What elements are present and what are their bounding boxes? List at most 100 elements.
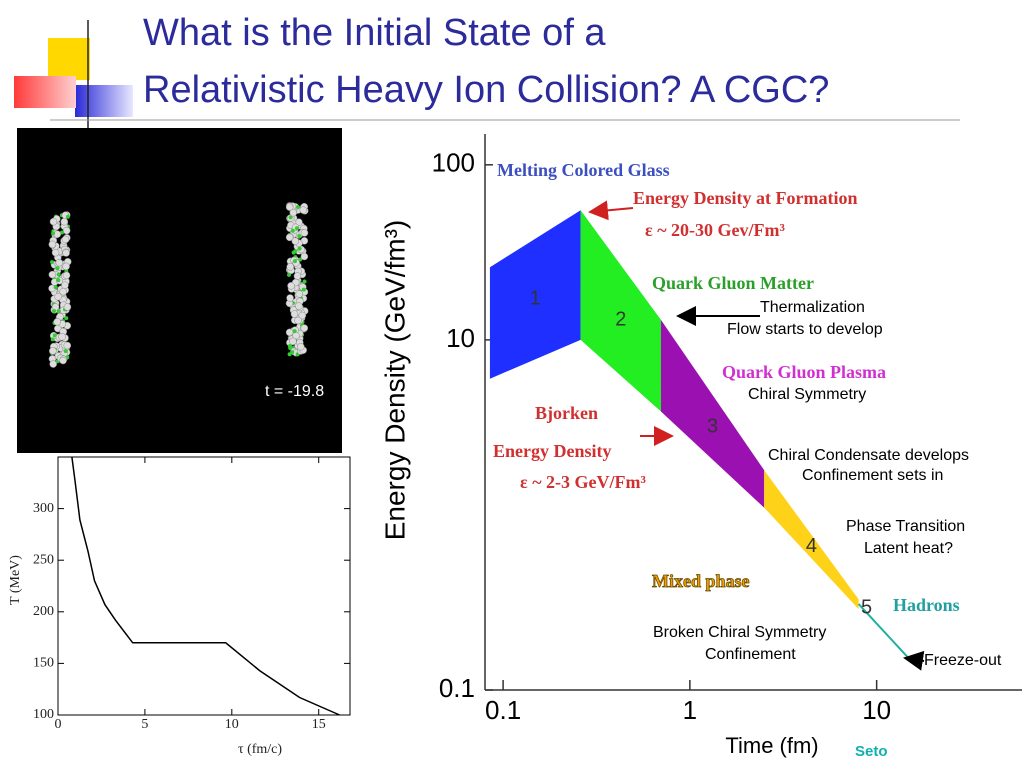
particle: [302, 279, 307, 284]
particle: [56, 278, 61, 283]
x-tick-label: 5: [141, 717, 148, 732]
particle: [55, 266, 60, 271]
particle: [285, 328, 294, 337]
region: [857, 603, 911, 660]
particle: [292, 329, 297, 334]
x-tick-label: 15: [312, 717, 326, 732]
particle: [62, 271, 71, 280]
particle: [295, 302, 303, 310]
title-line: What is the Initial State of a: [143, 12, 606, 54]
particle: [50, 337, 55, 342]
particle: [51, 231, 56, 236]
particle: [294, 316, 302, 325]
particle: [285, 233, 294, 242]
region: [580, 210, 661, 412]
energy-density-chart: 0.1 1 10 0.1 10 100 1 2 3 4 5 Melting Colored Glass…: [379, 134, 1022, 758]
annotation: Chiral Condensate develops: [768, 447, 969, 464]
particle: [62, 249, 70, 257]
particle: [49, 347, 57, 355]
particle: [48, 270, 57, 279]
temperature-chart: 0 5 10 15 100 150 200 250 300 τ (fm/c) T (MeV): [8, 456, 351, 757]
particle: [287, 352, 292, 357]
particle: [63, 303, 72, 311]
particle: [300, 252, 309, 261]
x-axis-label: τ (fm/c): [238, 742, 282, 757]
annotation: Confinement sets in: [802, 467, 943, 484]
annotation: Melting Colored Glass: [497, 160, 670, 180]
region-label: 3: [707, 416, 718, 438]
particle: [297, 342, 305, 351]
particle: [53, 285, 58, 290]
x-tick-label: 0.1: [485, 695, 521, 725]
x-tick-label: 0: [55, 717, 62, 732]
particle: [294, 226, 299, 231]
particle: [58, 333, 66, 341]
particle: [297, 246, 302, 251]
title-decoration: [14, 20, 960, 130]
particle: [298, 311, 307, 320]
annotation: Mixed phase: [652, 571, 750, 591]
x-tick-label: 1: [683, 695, 697, 725]
y-tick-label: 200: [33, 604, 54, 619]
simulation-image: [17, 128, 342, 453]
particle: [289, 337, 297, 346]
particle: [60, 230, 65, 235]
x-axis-label: Time (fm): [725, 733, 818, 758]
particle: [53, 318, 61, 326]
region-label: 1: [530, 287, 541, 309]
particle: [290, 310, 299, 318]
y-axis-label: T (MeV): [8, 555, 23, 605]
annotation: Hadrons: [893, 595, 960, 615]
particle: [62, 262, 70, 271]
particle: [285, 203, 294, 211]
particle: [49, 217, 58, 226]
particle: [49, 360, 57, 368]
particle: [55, 258, 64, 267]
particle: [293, 249, 298, 254]
annotation: Confinement: [705, 646, 796, 663]
annotation: Energy Density: [493, 441, 612, 461]
particle: [62, 226, 71, 235]
annotation: Thermalization: [760, 299, 865, 316]
annotation: ε ~ 20-30 Gev/Fm³: [645, 220, 786, 240]
annotation: Flow starts to develop: [727, 321, 883, 338]
particle: [48, 240, 57, 249]
particle: [64, 316, 69, 321]
annotation: Phase Transition: [846, 518, 965, 535]
simulation-label: t = -19.8: [265, 383, 324, 400]
particle: [61, 235, 70, 244]
particle: [286, 263, 295, 271]
y-axis-label: Energy Density (GeV/fm³): [379, 220, 410, 541]
region: [764, 470, 859, 610]
annotation: Energy Density at Formation: [633, 188, 857, 208]
region-label: 2: [615, 309, 626, 331]
annotation: Quark Gluon Plasma: [722, 362, 886, 382]
x-tick-label: 10: [862, 695, 891, 725]
annotation: Broken Chiral Symmetry: [653, 624, 826, 641]
y-tick-label: 250: [33, 552, 54, 567]
region: [660, 319, 765, 508]
particle: [299, 206, 308, 214]
particle: [54, 292, 62, 301]
region-label: 5: [861, 596, 872, 618]
particle: [65, 214, 70, 219]
particle: [300, 324, 309, 332]
annotation: Bjorken: [535, 403, 598, 423]
particle: [288, 215, 293, 220]
particle: [63, 349, 68, 354]
particle: [287, 282, 295, 290]
particle: [56, 272, 61, 277]
y-tick-label: 100: [33, 707, 54, 722]
annotation: ε ~ 2-3 GeV/Fm³: [520, 472, 647, 492]
y-tick-label: 150: [33, 656, 54, 671]
particle: [300, 229, 309, 237]
plot-frame: [57, 456, 351, 716]
particle: [290, 350, 295, 355]
particle: [297, 233, 302, 238]
particle: [59, 356, 67, 365]
region: [489, 210, 581, 379]
particle: [295, 205, 300, 210]
particle: [52, 333, 57, 338]
particle: [286, 294, 294, 302]
